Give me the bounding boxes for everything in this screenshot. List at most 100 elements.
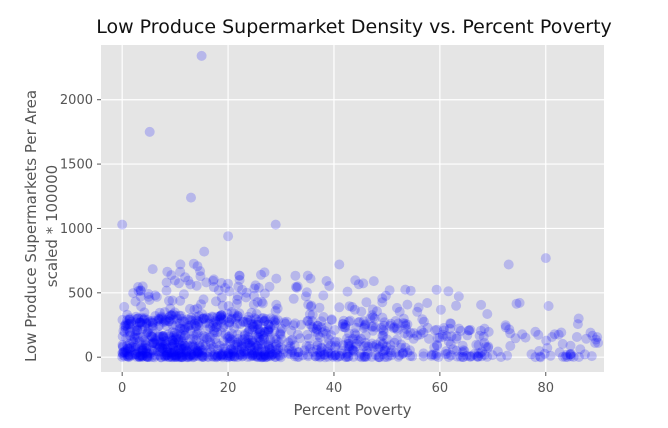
data-point: [161, 347, 172, 358]
data-point: [299, 345, 310, 356]
data-point: [125, 318, 136, 329]
data-point: [241, 287, 252, 298]
data-point: [222, 308, 233, 319]
data-point: [367, 304, 378, 315]
data-point: [347, 302, 358, 312]
data-point: [162, 266, 173, 277]
data-point: [139, 321, 150, 332]
data-point: [232, 298, 242, 309]
data-point: [119, 351, 130, 362]
data-point: [312, 350, 323, 361]
data-point: [181, 351, 191, 362]
data-point: [262, 351, 273, 362]
data-point: [178, 351, 188, 362]
data-point: [137, 345, 148, 356]
data-point: [247, 335, 258, 346]
data-point: [167, 295, 178, 306]
data-point: [159, 315, 170, 326]
data-point: [360, 351, 370, 362]
data-point: [579, 349, 590, 360]
data-point: [503, 259, 514, 270]
data-point: [275, 342, 286, 353]
data-point: [473, 352, 483, 362]
data-point: [264, 281, 275, 292]
data-point: [271, 345, 282, 355]
data-point: [543, 301, 554, 311]
data-point: [458, 352, 468, 362]
data-point: [131, 314, 142, 324]
data-point: [573, 352, 584, 362]
data-point: [247, 349, 258, 360]
data-point: [358, 316, 369, 327]
data-point: [358, 351, 369, 362]
data-point: [136, 313, 147, 324]
data-point: [117, 351, 128, 362]
data-point: [155, 337, 166, 348]
data-point: [350, 275, 361, 286]
data-point: [157, 339, 168, 350]
data-point: [428, 349, 439, 360]
data-point: [232, 294, 243, 305]
data-point: [440, 349, 451, 359]
data-point: [169, 327, 180, 338]
data-point: [242, 346, 253, 356]
data-point: [149, 338, 159, 348]
data-point: [138, 348, 149, 358]
data-point: [220, 342, 230, 353]
data-point: [148, 336, 159, 347]
data-point: [258, 352, 269, 363]
data-point: [469, 348, 480, 359]
data-point: [305, 301, 316, 312]
data-point: [343, 335, 354, 346]
data-point: [307, 321, 318, 332]
data-point: [462, 330, 473, 341]
data-point: [590, 338, 601, 348]
data-point: [210, 322, 221, 333]
data-point: [249, 283, 260, 294]
data-point: [123, 351, 133, 362]
data-point: [281, 316, 292, 327]
data-point: [263, 325, 274, 336]
data-point: [426, 349, 437, 360]
data-point: [220, 346, 231, 357]
data-point: [175, 266, 186, 277]
data-point: [292, 281, 303, 292]
data-point: [135, 291, 146, 302]
data-point: [263, 327, 274, 337]
data-point: [174, 342, 184, 353]
data-point: [228, 348, 239, 359]
data-point: [134, 317, 145, 328]
data-point: [191, 280, 202, 291]
data-point: [197, 309, 208, 319]
y-tick-label: 0: [85, 351, 93, 366]
data-point: [186, 349, 197, 360]
data-point: [263, 319, 274, 330]
data-point: [290, 318, 301, 329]
data-point: [174, 278, 184, 289]
data-point: [117, 348, 128, 359]
data-point: [207, 320, 218, 331]
data-point: [185, 303, 195, 314]
data-point: [198, 333, 209, 344]
data-point: [143, 324, 154, 334]
data-point: [137, 345, 148, 356]
data-point: [347, 344, 358, 355]
data-point: [382, 334, 393, 345]
data-point: [171, 332, 182, 343]
data-point: [286, 345, 297, 356]
data-point: [223, 278, 233, 289]
data-point: [148, 315, 159, 326]
data-point: [224, 317, 235, 328]
data-point: [273, 337, 284, 348]
data-point: [455, 325, 466, 336]
data-point: [167, 320, 178, 330]
data-point: [260, 352, 271, 363]
data-point: [150, 334, 161, 345]
data-point: [255, 336, 266, 347]
data-point: [133, 286, 144, 296]
data-point: [476, 299, 487, 310]
data-point: [128, 336, 139, 347]
data-point: [334, 350, 345, 361]
data-point: [270, 352, 281, 363]
data-point: [324, 281, 335, 291]
